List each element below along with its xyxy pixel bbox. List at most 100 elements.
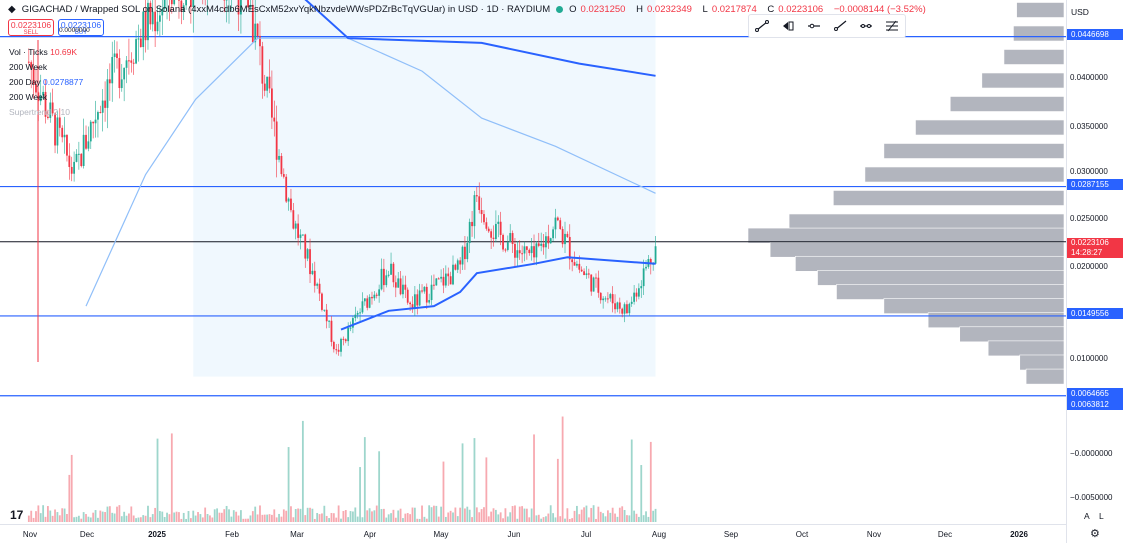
volume-bar bbox=[314, 519, 316, 522]
candle-body bbox=[478, 196, 480, 210]
candle-body bbox=[528, 250, 530, 253]
settings-icon[interactable]: ⚙ bbox=[1090, 527, 1100, 540]
volume-bar bbox=[276, 517, 278, 522]
legend-volume[interactable]: Vol · Ticks 10.69K bbox=[9, 47, 77, 57]
time-label: Jun bbox=[508, 530, 521, 539]
candle-body bbox=[116, 53, 118, 58]
volume-bar bbox=[259, 505, 261, 522]
volume-bar bbox=[252, 511, 254, 522]
candle-body bbox=[54, 113, 56, 145]
candle-body bbox=[292, 210, 294, 228]
candle-body bbox=[321, 294, 323, 310]
volume-bar bbox=[200, 514, 202, 522]
volume-bar bbox=[507, 516, 509, 522]
candle-body bbox=[395, 282, 397, 287]
extended-line-icon[interactable] bbox=[858, 19, 874, 33]
volume-bar bbox=[171, 433, 173, 522]
candle-body bbox=[319, 284, 321, 294]
legend-200-week[interactable]: 200 Week bbox=[9, 62, 47, 72]
volume-bar bbox=[543, 517, 545, 522]
horizontal-ray-icon[interactable] bbox=[806, 19, 822, 33]
candle-body bbox=[288, 199, 290, 202]
candle-body bbox=[381, 269, 383, 289]
volume-bar bbox=[426, 519, 428, 522]
price-tick: 0.0300000 bbox=[1070, 167, 1108, 176]
auto-scale-button[interactable]: A bbox=[1084, 511, 1090, 521]
volume-bar bbox=[578, 514, 580, 522]
ray-icon[interactable] bbox=[832, 19, 848, 33]
legend-supertrend[interactable]: Supertrend 2 10 bbox=[9, 107, 70, 117]
volume-bar bbox=[278, 514, 280, 522]
candle-body bbox=[157, 22, 159, 31]
candle-body bbox=[507, 242, 509, 250]
candle-body bbox=[578, 264, 580, 270]
candle-body bbox=[369, 297, 371, 308]
candle-body bbox=[359, 312, 361, 313]
candle-body bbox=[178, 0, 180, 1]
candle-body bbox=[402, 285, 404, 295]
volume-bar bbox=[71, 455, 73, 522]
volume-bar bbox=[443, 462, 445, 522]
volume-bar bbox=[593, 505, 595, 522]
volume-bar bbox=[557, 459, 559, 522]
volume-bar bbox=[371, 511, 373, 522]
volume-bar bbox=[471, 517, 473, 522]
volume-bar bbox=[281, 517, 283, 522]
volume-bar bbox=[454, 508, 456, 522]
volume-bar bbox=[474, 438, 476, 522]
candle-body bbox=[76, 154, 78, 162]
candle-body bbox=[555, 218, 557, 230]
time-label: Dec bbox=[80, 530, 94, 539]
trend-line-icon[interactable] bbox=[754, 19, 770, 33]
volume-bar bbox=[555, 517, 557, 522]
volume-bar bbox=[583, 507, 585, 522]
volume-bar bbox=[195, 516, 197, 522]
candle-body bbox=[61, 128, 63, 137]
legend-200-day[interactable]: 200 Day 0.0278877 bbox=[9, 77, 83, 87]
volume-bar bbox=[364, 437, 366, 522]
spread-value: 0.0000000 bbox=[59, 27, 90, 34]
candle-body bbox=[547, 236, 549, 243]
volume-bar bbox=[478, 512, 480, 522]
currency-label[interactable]: USD bbox=[1071, 7, 1089, 17]
candle-body bbox=[457, 260, 459, 269]
candle-body bbox=[302, 234, 304, 235]
symbol-title[interactable]: GIGACHAD / Wrapped SOL on Solana (4xxM4c… bbox=[22, 4, 550, 15]
volume-bar bbox=[526, 509, 528, 522]
volume-bar bbox=[385, 518, 387, 522]
log-scale-button[interactable]: L bbox=[1099, 511, 1104, 521]
volume-bar bbox=[157, 439, 159, 522]
volume-bar bbox=[490, 512, 492, 522]
volume-bar bbox=[54, 509, 56, 522]
tradingview-logo[interactable]: 17 bbox=[10, 508, 23, 522]
fib-icon[interactable] bbox=[884, 19, 900, 33]
candle-body bbox=[464, 247, 466, 259]
volume-bar bbox=[68, 475, 70, 522]
volume-bar bbox=[180, 519, 182, 522]
volume-bar bbox=[226, 506, 228, 522]
volume-bar bbox=[214, 509, 216, 522]
volume-bar bbox=[376, 506, 378, 522]
volume-bar bbox=[92, 513, 94, 522]
volume-bar bbox=[516, 519, 518, 522]
level-label: 0.0446698 bbox=[1067, 29, 1123, 40]
volume-profile-bar bbox=[833, 190, 1064, 205]
candle-body bbox=[128, 60, 130, 61]
price-tick: 0.0350000 bbox=[1070, 122, 1108, 131]
volume-bar bbox=[626, 515, 628, 522]
candle-body bbox=[538, 243, 540, 245]
candle-body bbox=[566, 234, 568, 237]
volume-bar bbox=[97, 518, 99, 522]
volume-bar bbox=[47, 506, 49, 522]
volume-bar bbox=[326, 516, 328, 522]
volume-bar bbox=[292, 517, 294, 522]
buy-sell-icon[interactable] bbox=[780, 19, 796, 33]
candle-body bbox=[481, 210, 483, 214]
volume-bar bbox=[228, 509, 230, 522]
volume-profile-bar bbox=[865, 167, 1064, 182]
legend-200-week-2[interactable]: 200 Week bbox=[9, 92, 47, 102]
volume-profile-bar bbox=[1013, 26, 1064, 41]
volume-bar bbox=[37, 505, 39, 522]
